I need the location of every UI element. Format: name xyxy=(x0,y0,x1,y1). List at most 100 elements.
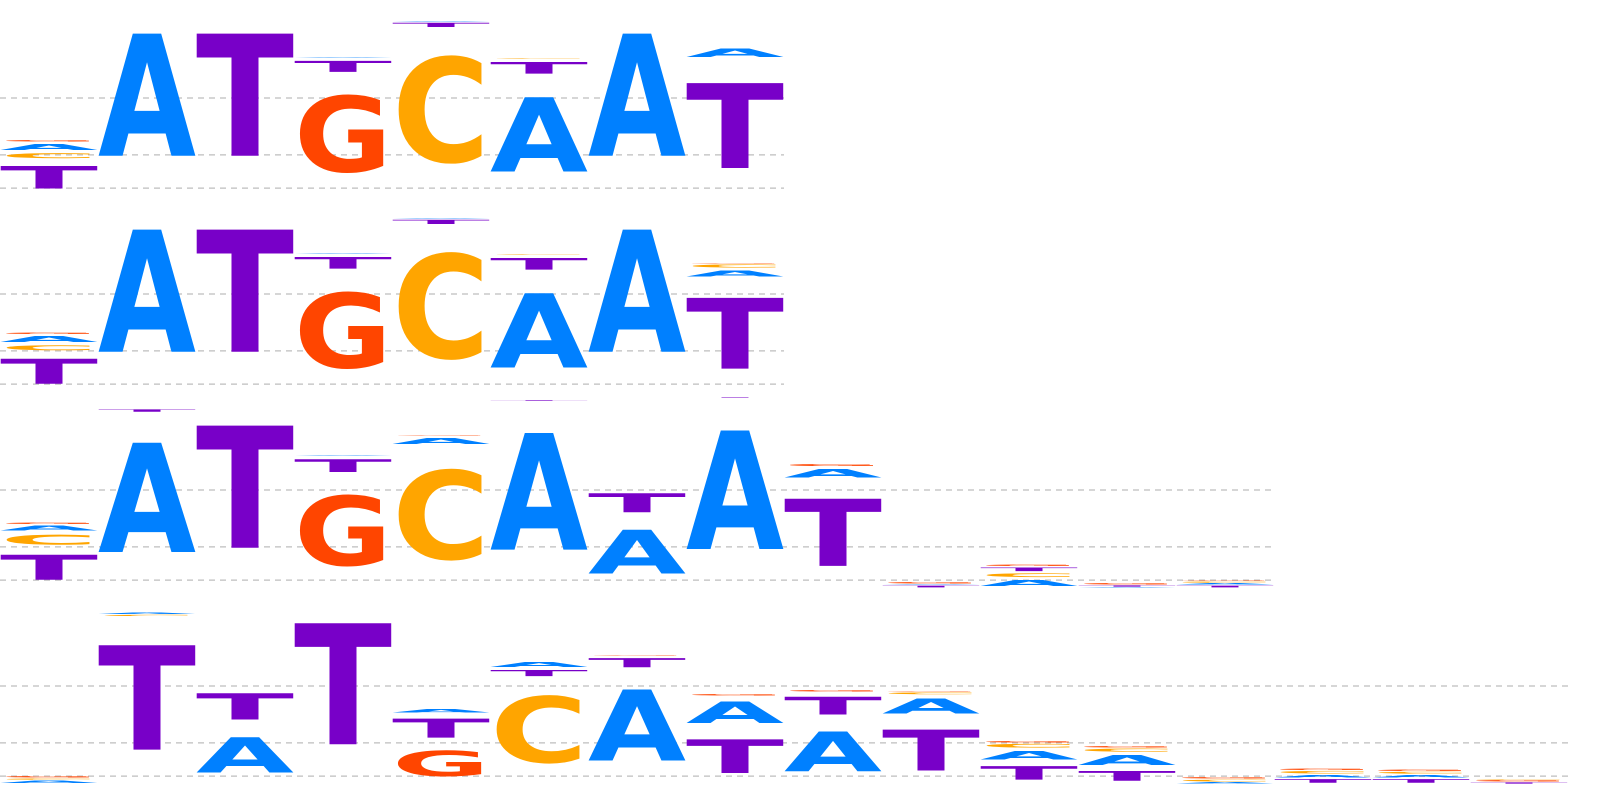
letter-T: T xyxy=(1372,778,1470,784)
letter-A: A xyxy=(588,197,686,392)
letter-T: T xyxy=(980,566,1078,572)
letter-C: C xyxy=(392,226,490,392)
letter-T: T xyxy=(294,590,392,783)
letter-A: A xyxy=(98,613,196,615)
letter-T: T xyxy=(98,409,196,413)
letter-T: T xyxy=(686,278,784,391)
letter-C: C xyxy=(490,678,588,783)
letter-G: G xyxy=(980,741,1078,743)
letter-A: A xyxy=(98,197,196,392)
letter-T: T xyxy=(490,400,588,401)
letter-T: T xyxy=(980,763,1078,784)
letter-T: T xyxy=(588,488,686,518)
letter-T: T xyxy=(1470,782,1568,784)
letter-A: A xyxy=(588,519,687,588)
letter-G: G xyxy=(392,744,490,784)
letter-A: A xyxy=(0,524,98,532)
letter-A: A xyxy=(490,402,588,588)
letter-G: G xyxy=(0,140,98,142)
letter-A: A xyxy=(490,275,588,393)
letter-A: A xyxy=(1274,774,1372,778)
letter-G: G xyxy=(1176,777,1274,779)
letter-A: A xyxy=(490,79,588,197)
letter-A: A xyxy=(490,661,588,669)
letter-A: A xyxy=(588,670,686,784)
letter-C: C xyxy=(490,254,588,255)
letter-C: C xyxy=(98,614,196,616)
letter-T: T xyxy=(490,59,588,78)
letter-T: T xyxy=(882,719,980,784)
letter-A: A xyxy=(882,584,980,585)
letter-T: T xyxy=(392,22,490,29)
letter-A: A xyxy=(686,269,784,279)
letter-G: G xyxy=(1176,580,1274,581)
letter-T: T xyxy=(294,456,392,476)
letter-A: A xyxy=(882,695,980,718)
letter-T: T xyxy=(686,60,784,195)
letter-C: C xyxy=(882,692,980,695)
letter-T: T xyxy=(784,692,882,720)
letter-T: T xyxy=(490,255,588,274)
letter-A: A xyxy=(392,218,490,219)
letter-T: T xyxy=(588,656,686,671)
letter-T: T xyxy=(196,392,294,587)
letter-A: A xyxy=(0,334,98,344)
letter-T: T xyxy=(784,481,882,588)
letter-A: A xyxy=(294,455,392,456)
letter-G: G xyxy=(882,582,980,584)
letter-A: A xyxy=(588,1,686,196)
letter-A: A xyxy=(196,728,294,784)
letter-A: A xyxy=(1176,782,1274,784)
letter-G: G xyxy=(392,435,490,436)
letter-T: T xyxy=(1078,768,1177,784)
letter-G: G xyxy=(980,564,1078,566)
letter-C: C xyxy=(1372,771,1470,774)
letter-G: G xyxy=(0,332,98,334)
letter-T: T xyxy=(686,731,784,785)
letter-A: A xyxy=(0,142,98,152)
letter-T: T xyxy=(686,397,784,398)
letter-G: G xyxy=(294,478,392,588)
letter-T: T xyxy=(392,714,490,744)
letter-C: C xyxy=(392,448,490,589)
letter-T: T xyxy=(196,686,294,728)
letter-A: A xyxy=(1078,587,1176,588)
letter-G: G xyxy=(1470,780,1568,782)
letter-G: G xyxy=(1078,746,1176,748)
letter-C: C xyxy=(0,152,98,160)
letter-T: T xyxy=(294,58,392,76)
letter-A: A xyxy=(0,780,98,784)
letter-G: G xyxy=(686,694,784,696)
letter-A: A xyxy=(294,253,392,254)
letter-G: G xyxy=(1372,769,1470,771)
letter-T: T xyxy=(1274,778,1372,784)
letter-G: G xyxy=(0,776,98,778)
letter-A: A xyxy=(1078,753,1176,769)
letter-A: A xyxy=(784,467,883,481)
letter-A: A xyxy=(98,1,196,196)
letter-A: A xyxy=(980,749,1079,763)
letter-T: T xyxy=(0,160,98,196)
letter-T: T xyxy=(196,196,294,391)
letter-A: A xyxy=(784,721,882,784)
letter-G: G xyxy=(294,274,392,393)
letter-C: C xyxy=(1176,581,1274,583)
letter-C: C xyxy=(1470,779,1568,780)
letter-T: T xyxy=(392,219,490,226)
letter-A: A xyxy=(1372,774,1470,778)
letter-C: C xyxy=(980,572,1078,578)
letter-A: A xyxy=(98,413,196,588)
letter-C: C xyxy=(1274,770,1372,774)
letter-C: C xyxy=(980,743,1078,749)
letter-G: G xyxy=(0,522,98,524)
letter-A: A xyxy=(686,400,784,589)
letter-A: A xyxy=(392,436,490,446)
letter-T: T xyxy=(490,668,588,678)
letter-A: A xyxy=(1176,583,1274,585)
letter-T: T xyxy=(882,585,980,588)
